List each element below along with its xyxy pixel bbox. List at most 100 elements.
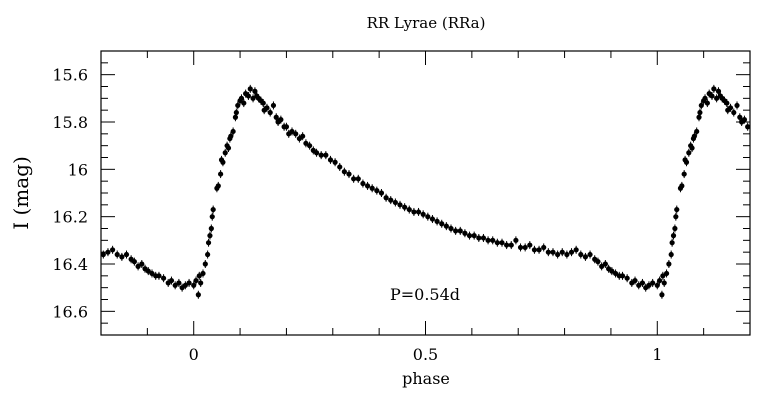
data-point: [599, 263, 605, 269]
data-point: [657, 277, 663, 284]
data-point: [247, 86, 253, 92]
data-point: [323, 152, 329, 158]
data-point: [196, 273, 202, 279]
y-axis-label: I (mag): [9, 156, 33, 230]
x-tick-label: 1: [652, 345, 662, 364]
data-point: [210, 206, 216, 213]
data-point: [228, 133, 234, 139]
data-point: [453, 228, 459, 234]
data-point: [327, 157, 334, 163]
data-point: [168, 277, 175, 284]
data-point: [100, 251, 106, 258]
data-point: [555, 251, 561, 258]
data-point: [466, 233, 473, 239]
data-point: [131, 259, 137, 265]
data-point: [209, 214, 215, 220]
data-point: [731, 109, 737, 116]
data-point: [694, 128, 700, 135]
y-tick-label: 16.2: [52, 208, 88, 227]
data-point: [198, 280, 204, 286]
data-point: [522, 244, 528, 251]
y-tick-label: 16.4: [52, 255, 88, 274]
data-point: [278, 117, 284, 123]
data-point: [632, 277, 638, 284]
data-point: [186, 280, 192, 286]
data-point: [346, 171, 352, 177]
data-point: [135, 263, 141, 269]
chart-title: RR Lyrae (RRa): [367, 14, 486, 32]
data-point: [490, 237, 496, 243]
data-point: [545, 249, 551, 255]
data-point: [264, 105, 270, 111]
data-point: [666, 261, 672, 267]
data-point: [668, 251, 674, 258]
data-point: [230, 128, 236, 135]
data-point: [318, 152, 324, 158]
data-point: [513, 237, 519, 243]
data-point: [745, 124, 751, 130]
data-point: [660, 273, 666, 279]
data-point: [527, 242, 533, 248]
data-point: [388, 197, 394, 203]
data-point: [448, 225, 454, 232]
data-point: [499, 240, 505, 246]
data-point: [531, 247, 538, 253]
x-tick-label: 0: [189, 345, 199, 364]
data-point: [225, 145, 232, 151]
data-point: [283, 124, 290, 130]
data-point: [476, 235, 482, 241]
data-point: [267, 109, 273, 116]
data-point: [689, 145, 695, 151]
data-point: [241, 100, 247, 106]
data-point: [714, 95, 720, 101]
data-point: [578, 251, 584, 258]
data-point: [434, 218, 440, 224]
data-point: [205, 240, 212, 246]
data-point: [702, 95, 708, 101]
data-point: [646, 282, 652, 288]
data-point: [233, 109, 239, 116]
data-point: [200, 270, 206, 277]
x-tick-labels: 0 0.5 1: [189, 345, 663, 364]
data-point: [149, 270, 155, 277]
data-point: [392, 199, 398, 206]
data-point: [595, 259, 601, 265]
data-point: [741, 117, 748, 123]
data-point: [457, 228, 463, 234]
data-point: [360, 180, 366, 187]
data-point: [508, 242, 514, 248]
data-point: [218, 171, 224, 177]
data-point: [679, 183, 685, 189]
data-point: [402, 204, 408, 210]
data-point: [650, 280, 656, 286]
data-point: [156, 273, 162, 279]
data-point: [661, 280, 667, 286]
data-point: [300, 133, 306, 139]
data-point: [119, 254, 125, 260]
y-tick-label: 15.8: [52, 113, 88, 132]
data-point: [172, 282, 178, 288]
period-annotation: P=0.54d: [390, 285, 460, 304]
data-point: [182, 282, 188, 288]
data-point: [673, 214, 679, 220]
data-point: [415, 209, 422, 215]
data-point: [669, 240, 675, 246]
data-points: [100, 84, 751, 299]
data-point: [397, 202, 403, 208]
data-point: [536, 247, 542, 253]
data-point: [425, 214, 431, 220]
data-point: [582, 254, 589, 260]
data-point: [715, 88, 722, 94]
data-point: [429, 216, 436, 222]
data-point: [341, 169, 347, 175]
data-point: [564, 251, 570, 258]
data-point: [202, 261, 208, 267]
data-point: [696, 114, 702, 120]
data-point: [727, 105, 734, 111]
data-point: [222, 150, 228, 156]
data-point: [270, 102, 277, 109]
data-point: [378, 190, 385, 196]
data-point: [303, 140, 309, 146]
data-point: [307, 143, 313, 149]
